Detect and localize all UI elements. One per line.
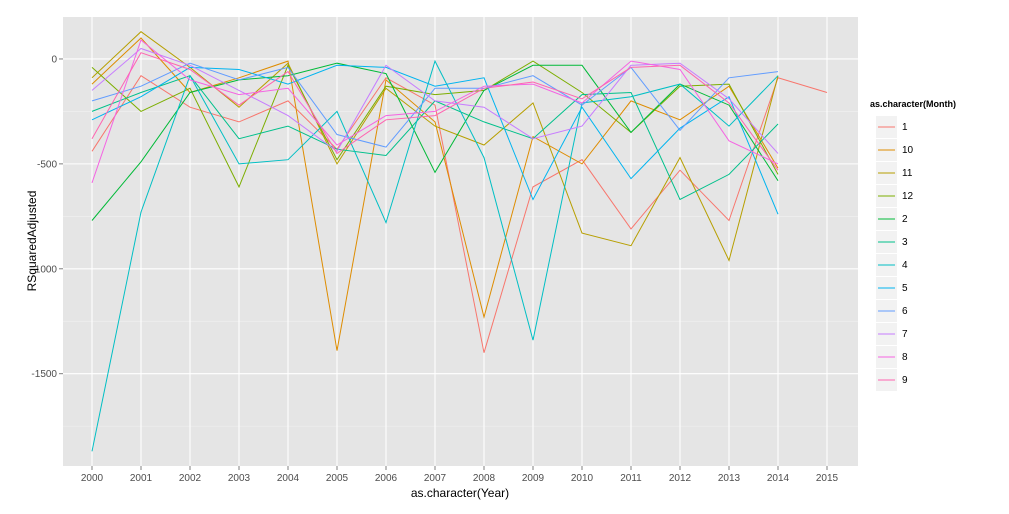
x-tick-label: 2010 bbox=[571, 473, 594, 484]
legend-item-10: 10 bbox=[876, 139, 914, 161]
legend-label: 9 bbox=[902, 375, 908, 386]
y-axis-ticks: 0 -500 -1000 -1500 bbox=[31, 54, 63, 380]
series-line-12 bbox=[91, 60, 779, 189]
legend-item-1: 1 bbox=[876, 116, 908, 138]
x-tick-label: 2008 bbox=[473, 473, 496, 484]
x-axis-ticks: 2000 2001 2002 2003 2004 2005 2006 2007 2008 2009… bbox=[81, 466, 839, 484]
series-line-9 bbox=[91, 52, 779, 171]
x-tick-label: 2006 bbox=[375, 473, 398, 484]
legend-item-12: 12 bbox=[876, 185, 914, 207]
series-line-4 bbox=[91, 59, 779, 452]
x-axis-title: as.character(Year) bbox=[411, 486, 509, 500]
x-tick-label: 2003 bbox=[228, 473, 251, 484]
legend-item-9: 9 bbox=[876, 369, 908, 391]
y-tick-label: 0 bbox=[51, 54, 57, 65]
y-tick-label: -500 bbox=[37, 159, 57, 170]
legend-item-3: 3 bbox=[876, 231, 908, 253]
series-line-8 bbox=[91, 39, 779, 183]
x-tick-label: 2014 bbox=[767, 473, 790, 484]
x-tick-label: 2004 bbox=[277, 473, 300, 484]
legend-label: 8 bbox=[902, 352, 908, 363]
x-tick-label: 2011 bbox=[620, 473, 642, 484]
legend-item-4: 4 bbox=[876, 254, 908, 276]
x-tick-label: 2007 bbox=[424, 473, 447, 484]
legend-item-11: 11 bbox=[876, 162, 913, 184]
legend-label: 5 bbox=[902, 283, 908, 294]
grid-lines bbox=[63, 17, 858, 466]
legend-item-5: 5 bbox=[876, 277, 908, 299]
y-tick-label: -1000 bbox=[31, 264, 57, 275]
x-tick-label: 2000 bbox=[81, 473, 104, 484]
legend-label: 4 bbox=[902, 260, 908, 271]
series-line-2 bbox=[91, 62, 779, 221]
plot-panel bbox=[63, 17, 858, 466]
legend-label: 10 bbox=[902, 145, 914, 156]
x-tick-label: 2009 bbox=[522, 473, 545, 484]
series-line-5 bbox=[91, 64, 779, 215]
legend-item-2: 2 bbox=[876, 208, 908, 230]
y-tick-label: -1500 bbox=[31, 369, 57, 380]
x-tick-label: 2002 bbox=[179, 473, 202, 484]
legend-label: 6 bbox=[902, 306, 908, 317]
legend-label: 1 bbox=[902, 122, 908, 133]
x-tick-label: 2015 bbox=[816, 473, 839, 484]
legend-item-6: 6 bbox=[876, 300, 908, 322]
legend-item-7: 7 bbox=[876, 323, 908, 345]
legend: as.character(Month) 1 10 11 12 2 3 4 5 6 7 8 9 bbox=[870, 99, 956, 391]
legend-label: 3 bbox=[902, 237, 908, 248]
x-tick-label: 2013 bbox=[718, 473, 741, 484]
series-lines bbox=[91, 31, 828, 452]
series-line-10 bbox=[91, 37, 779, 351]
series-line-11 bbox=[91, 31, 779, 262]
legend-item-8: 8 bbox=[876, 346, 908, 368]
y-axis-title: RSquaredAdjusted bbox=[25, 191, 39, 292]
legend-label: 7 bbox=[902, 329, 908, 340]
legend-label: 12 bbox=[902, 191, 914, 202]
legend-label: 11 bbox=[902, 168, 913, 179]
x-tick-label: 2005 bbox=[326, 473, 349, 484]
x-tick-label: 2001 bbox=[130, 473, 153, 484]
legend-title: as.character(Month) bbox=[870, 99, 956, 109]
legend-label: 2 bbox=[902, 214, 908, 225]
series-line-7 bbox=[91, 47, 779, 154]
x-tick-label: 2012 bbox=[669, 473, 692, 484]
series-line-6 bbox=[91, 62, 779, 148]
series-line-1 bbox=[91, 75, 828, 353]
